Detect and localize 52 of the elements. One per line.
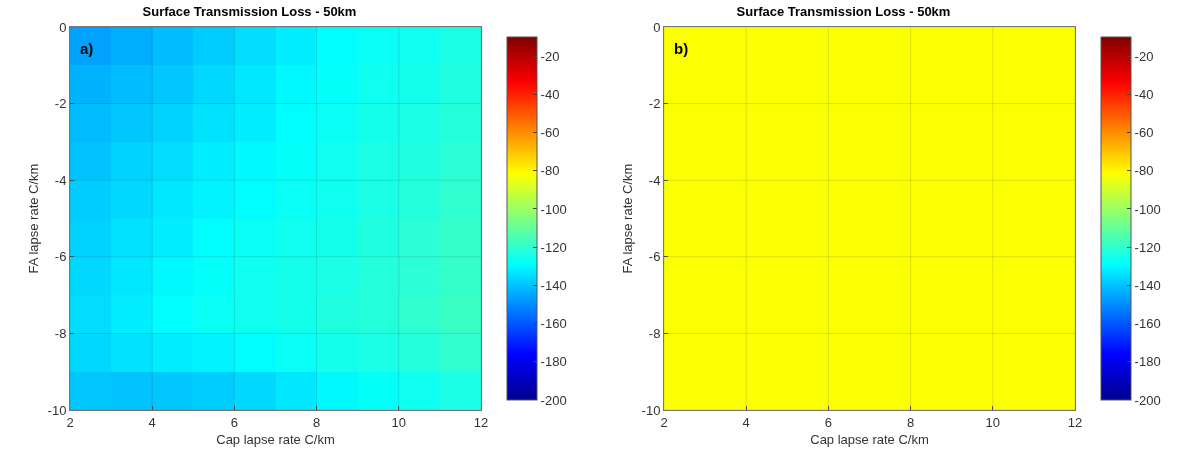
color-bar-label: -100 bbox=[1134, 201, 1161, 217]
x-tick-label: 2 bbox=[66, 414, 74, 430]
y-axis-title: FA lapse rate C/km bbox=[25, 163, 41, 274]
color-bar-label: -60 bbox=[540, 125, 560, 141]
color-bar-label: -40 bbox=[1134, 86, 1154, 102]
x-tick-label: 10 bbox=[985, 414, 1001, 430]
x-axis-title: Cap lapse rate C/km bbox=[216, 432, 335, 448]
color-bar-label: -200 bbox=[1134, 392, 1161, 408]
y-tick-label: -4 bbox=[648, 172, 661, 188]
x-axis-title: Cap lapse rate C/km bbox=[810, 432, 929, 448]
x-tick-label: 8 bbox=[312, 414, 321, 430]
y-tick-label: 0 bbox=[653, 19, 661, 35]
chart-title: Surface Transmission Loss - 50km bbox=[142, 3, 357, 19]
y-tick-label: -8 bbox=[648, 325, 661, 341]
annotation: a) bbox=[80, 40, 94, 57]
color-bar-label: -100 bbox=[540, 201, 567, 217]
color-bar-label: -20 bbox=[540, 48, 560, 64]
y-tick-label: -2 bbox=[648, 96, 661, 112]
y-tick-label: -8 bbox=[54, 325, 67, 341]
x-tick-label: 4 bbox=[742, 414, 750, 430]
x-tick-label: 12 bbox=[1067, 414, 1083, 430]
color-bar-label: -180 bbox=[1134, 354, 1161, 370]
x-tick-label: 2 bbox=[660, 414, 668, 430]
color-bar-label: -160 bbox=[1134, 316, 1161, 332]
color-bar-label: -120 bbox=[540, 239, 567, 255]
x-tick-label: 8 bbox=[906, 414, 915, 430]
color-bar-label: -120 bbox=[1134, 239, 1161, 255]
x-tick-label: 6 bbox=[230, 414, 239, 430]
x-tick-label: 4 bbox=[148, 414, 156, 430]
color-bar-label: -180 bbox=[540, 354, 567, 370]
color-bar-label: -40 bbox=[540, 86, 560, 102]
color-bar-label: -60 bbox=[1134, 125, 1154, 141]
y-tick-label: -10 bbox=[641, 402, 661, 418]
color-bar-label: -140 bbox=[540, 277, 567, 293]
y-tick-label: -2 bbox=[54, 96, 67, 112]
color-bar-label: -200 bbox=[540, 392, 567, 408]
color-bar-label: -20 bbox=[1134, 48, 1154, 64]
y-tick-label: -10 bbox=[47, 402, 67, 418]
x-tick-label: 12 bbox=[473, 414, 489, 430]
color-bar-label: -140 bbox=[1134, 277, 1161, 293]
x-tick-label: 6 bbox=[824, 414, 833, 430]
y-axis-title: FA lapse rate C/km bbox=[619, 163, 635, 274]
chart-title: Surface Transmission Loss - 50km bbox=[736, 3, 951, 19]
x-tick-label: 10 bbox=[391, 414, 407, 430]
color-bar-label: -160 bbox=[540, 316, 567, 332]
y-tick-label: 0 bbox=[59, 19, 67, 35]
y-tick-label: -6 bbox=[648, 249, 661, 265]
color-bar-label: -80 bbox=[540, 163, 560, 179]
color-bar-label: -80 bbox=[1134, 163, 1154, 179]
y-tick-label: -6 bbox=[54, 249, 67, 265]
y-tick-label: -4 bbox=[54, 172, 67, 188]
annotation: b) bbox=[674, 40, 689, 57]
